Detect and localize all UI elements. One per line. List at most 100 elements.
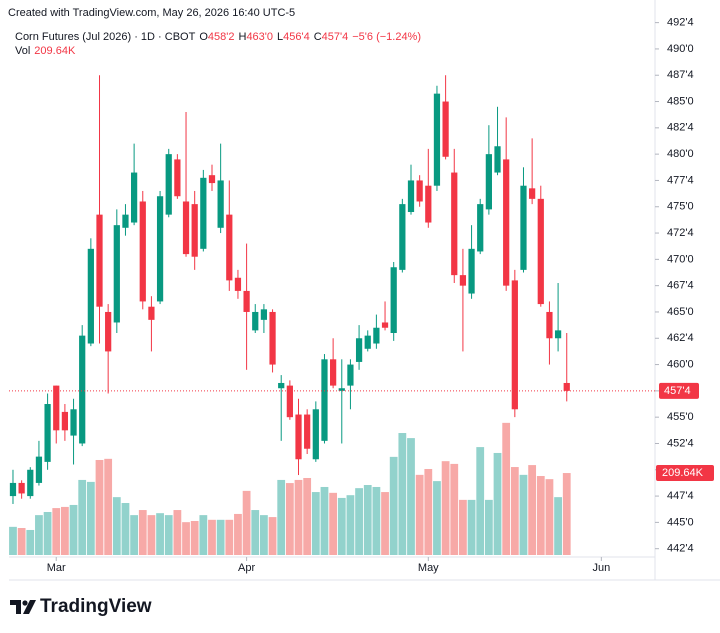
volume-bar [43,511,52,555]
y-tick-label: 482'4 [667,122,694,134]
volume-bar [484,499,493,555]
candle-body [425,185,432,223]
legend-value: −5'6 (−1.24%) [352,31,422,43]
y-tick-label: 490'0 [667,43,694,55]
candle-body [554,330,562,339]
candle-body [156,196,164,302]
candle-body [546,311,553,339]
legend-item: O458'2 [199,31,234,43]
candle-body [105,311,112,352]
volume-bar [52,508,61,555]
y-tick-label: 492'4 [667,17,694,29]
volume-bar [208,519,216,555]
volume-bar [35,515,43,555]
volume-bar [190,520,199,555]
volume-bar [156,513,164,555]
volume-bar [147,515,156,555]
candle-body [494,146,501,173]
legend: Corn Futures (Jul 2026) · 1D · CBOT O458'… [15,30,425,58]
x-tick-label: Apr [238,562,255,574]
volume-bar [234,513,242,555]
candles [9,75,570,504]
candle-body [442,101,449,157]
volume-bar [9,526,17,555]
volume-bar [536,476,545,555]
volume-bar [554,497,562,555]
volume-bar [450,463,459,555]
candle-body [459,275,467,286]
last-price-label: 457'4 [664,385,691,397]
y-tick-label: 467'4 [667,280,694,292]
candle-body [347,364,354,386]
volume-bar [78,479,87,555]
last-price-box [659,382,699,399]
last-volume-label: 209.64K [662,467,704,479]
candle-body [9,482,17,497]
x-tick-label: Mar [47,562,66,574]
y-tick-label: 475'0 [667,201,694,213]
candle-body [200,177,207,249]
candle-body [174,159,181,197]
candle-body [122,214,129,228]
candle-body [451,172,458,276]
volume-bar [311,492,320,555]
candle-body [312,409,319,460]
candle-body [286,385,293,418]
x-tick-label: May [418,562,439,574]
volume-bar [493,452,502,555]
logo-icon [10,600,36,614]
x-tick-label: Jun [592,562,610,574]
volume-bar [337,497,346,555]
candle-body [191,204,198,257]
legend-key: L [277,31,284,43]
volume-bar [398,433,407,555]
volume-bar [95,459,104,555]
candle-body [520,185,527,270]
candle-body [252,311,259,331]
volume-bar [389,456,398,555]
y-tick-label: 470'0 [667,253,694,265]
candle-body [35,456,43,483]
candle-body [61,411,69,431]
legend-item: −5'6 (−1.24%) [352,31,421,43]
volume-bar [433,481,441,555]
y-tick-label: 460'0 [667,358,694,370]
volume-bar [251,510,260,555]
candle-body [44,404,51,462]
legend-row: Vol 209.64K [15,44,425,58]
candle-body [330,359,337,386]
candle-body [139,201,146,302]
y-tick-label: 472'4 [667,227,694,239]
candle-body [433,93,441,186]
candle-body [234,277,242,291]
volume-bar [260,515,268,555]
y-tick-label: 487'4 [667,69,694,81]
volume-bar [216,519,225,555]
candle-body [537,198,544,305]
candle-body [364,335,371,349]
candle-body [79,335,86,444]
legend-key: C [313,31,322,43]
y-tick-label: 455'0 [667,411,694,423]
legend-item: C457'4 [314,31,349,43]
candle-body [503,159,510,286]
volume-bar [424,468,433,555]
y-tick-label: 447'4 [667,490,694,502]
volume-bar [459,499,467,555]
volume-bar [545,479,554,555]
volume-bar [104,458,113,555]
volume-bar [86,481,95,555]
candle-body [338,388,345,391]
brand-name: TradingView [40,596,152,617]
candle-body [563,382,570,391]
volume-bar [346,495,355,555]
y-tick-label: 485'0 [667,95,694,107]
volume-bar [285,483,294,555]
candle-body [269,311,276,365]
candle-body [529,188,536,199]
candle-body [226,214,233,281]
volume-bar [363,485,372,555]
candle-body [87,248,94,344]
legend-value: 456'4 [283,31,310,43]
